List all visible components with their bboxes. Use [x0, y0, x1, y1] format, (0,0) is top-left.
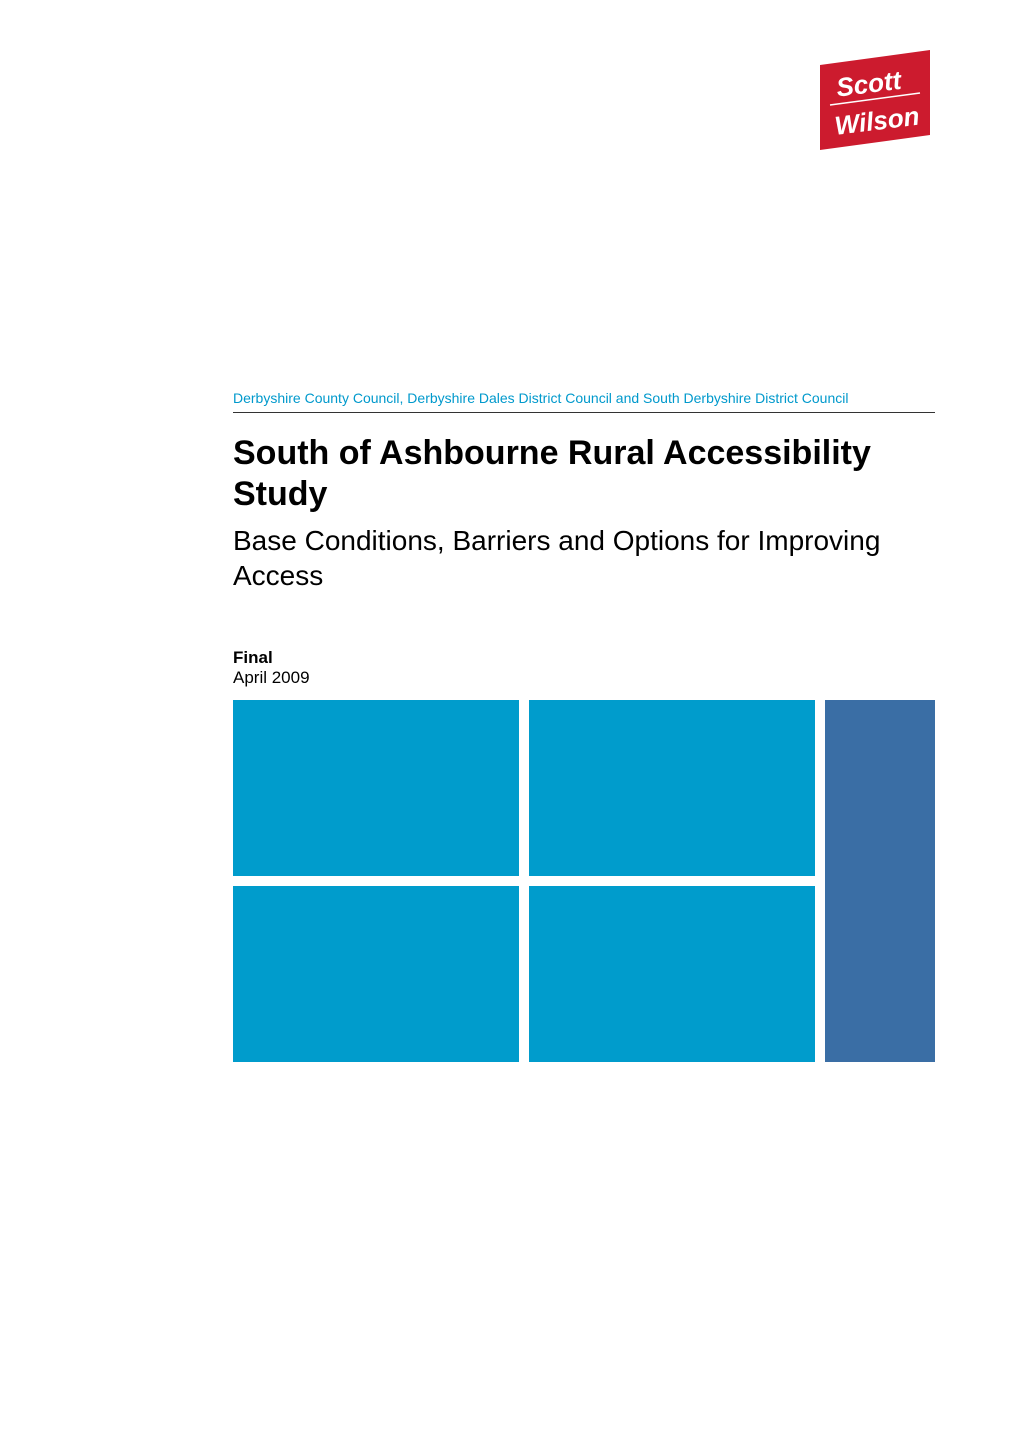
scott-wilson-logo: Scott Wilson — [815, 50, 935, 150]
decorative-block-grid — [233, 700, 935, 1062]
document-subtitle: Base Conditions, Barriers and Options fo… — [233, 523, 935, 593]
block-row-top — [233, 700, 815, 876]
content-area: Derbyshire County Council, Derbyshire Da… — [233, 390, 935, 1062]
document-title: South of Ashbourne Rural Accessibility S… — [233, 433, 935, 515]
block-row-bottom — [233, 886, 815, 1062]
document-page: Scott Wilson Derbyshire County Council, … — [0, 0, 1020, 1443]
block-cyan-1 — [233, 700, 519, 876]
block-left-column — [233, 700, 815, 1062]
divider-line — [233, 412, 935, 413]
logo-container: Scott Wilson — [815, 50, 935, 155]
block-cyan-3 — [233, 886, 519, 1062]
block-blue — [825, 700, 935, 1062]
status-label: Final — [233, 648, 935, 668]
client-text: Derbyshire County Council, Derbyshire Da… — [233, 390, 935, 406]
block-cyan-2 — [529, 700, 815, 876]
block-cyan-4 — [529, 886, 815, 1062]
date-label: April 2009 — [233, 668, 935, 688]
